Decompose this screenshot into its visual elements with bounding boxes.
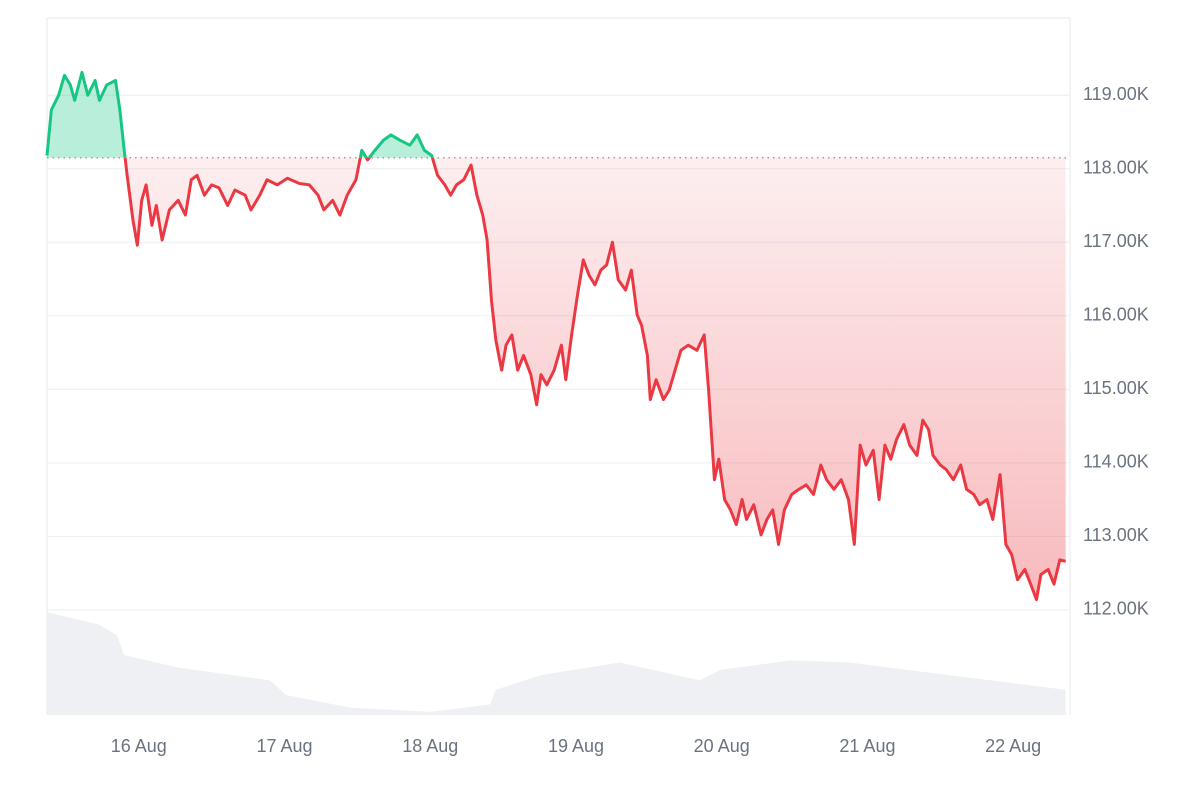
x-tick-label: 20 Aug <box>694 736 750 756</box>
y-tick-label: 114.00K <box>1083 452 1149 472</box>
x-tick-label: 21 Aug <box>839 736 895 756</box>
y-tick-label: 118.00K <box>1083 157 1149 177</box>
volume-area <box>47 612 1066 715</box>
price-line-down <box>123 157 1066 602</box>
x-tick-label: 22 Aug <box>985 736 1041 756</box>
y-tick-label: 112.00K <box>1083 599 1149 619</box>
x-tick-label: 19 Aug <box>548 736 604 756</box>
y-tick-label: 119.00K <box>1083 84 1149 104</box>
x-tick-label: 17 Aug <box>257 736 313 756</box>
x-tick-label: 18 Aug <box>402 736 458 756</box>
area-down <box>125 157 1066 600</box>
y-tick-label: 113.00K <box>1083 525 1149 545</box>
x-tick-label: 16 Aug <box>111 736 167 756</box>
y-tick-label: 115.00K <box>1083 378 1149 398</box>
y-tick-label: 117.00K <box>1083 231 1149 251</box>
y-tick-label: 116.00K <box>1083 305 1149 325</box>
